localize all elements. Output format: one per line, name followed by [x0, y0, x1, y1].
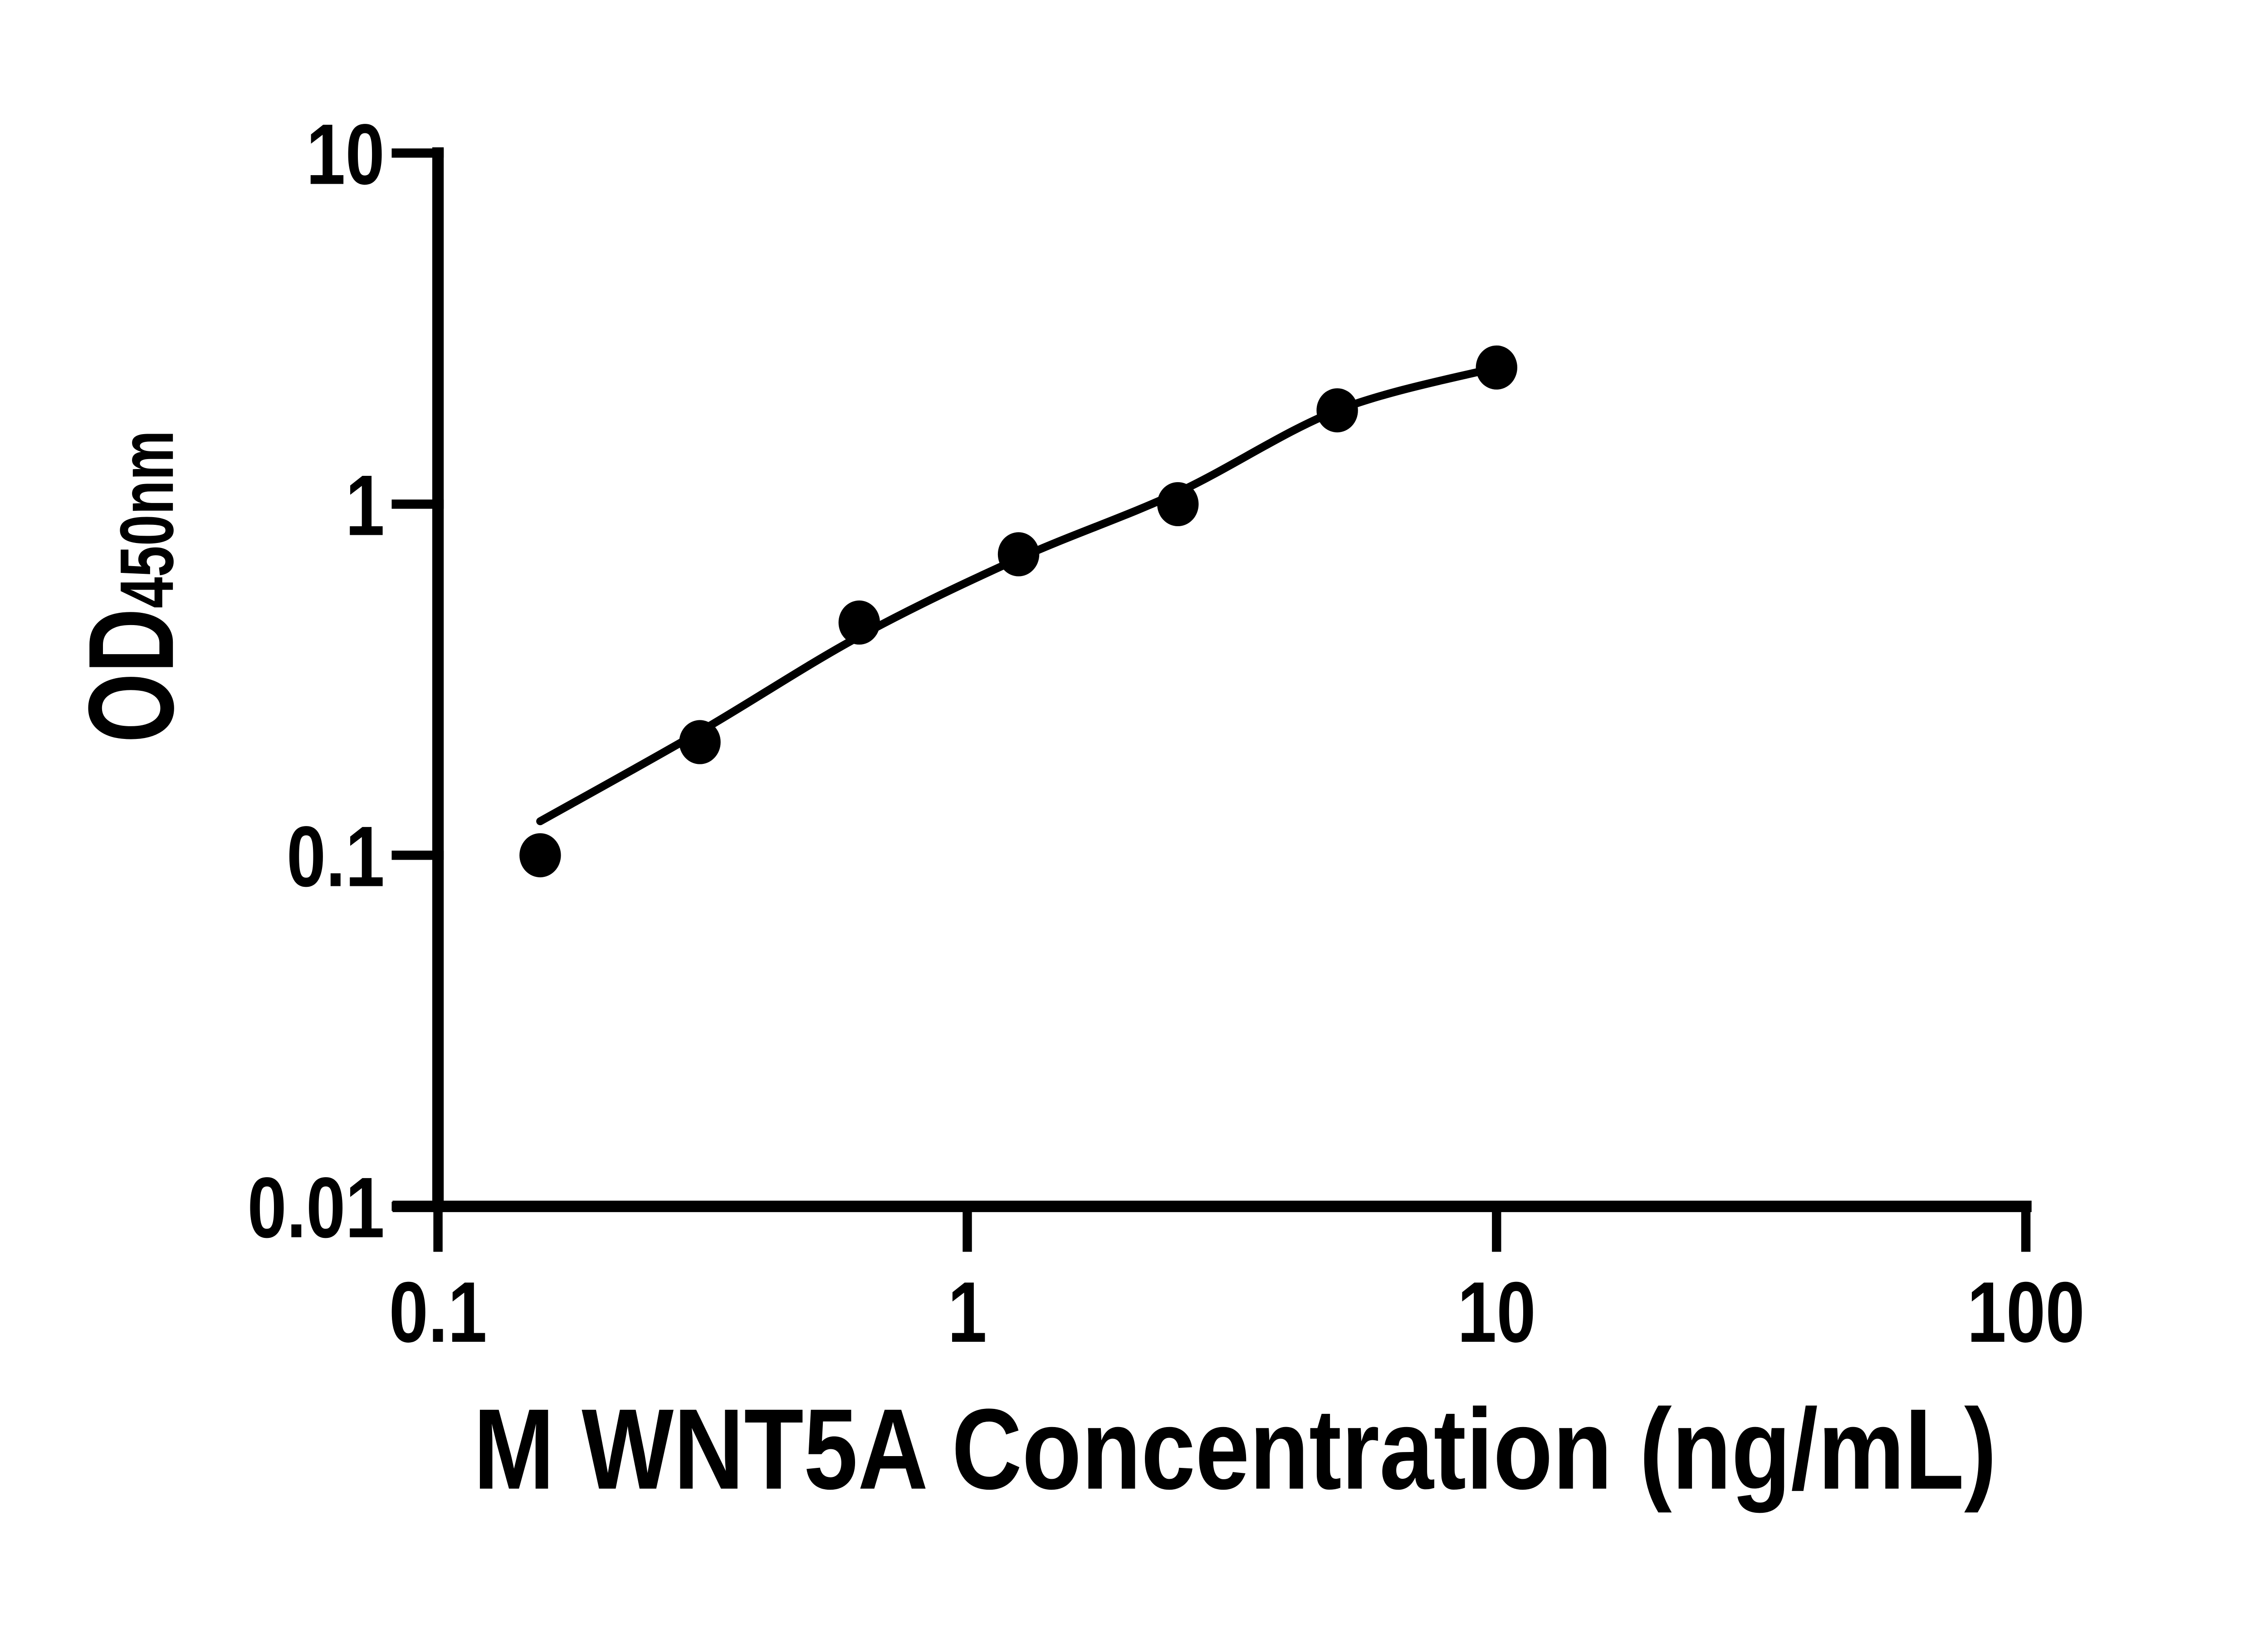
x-tick-label: 100: [1967, 1264, 2084, 1360]
y-tick-label: 0.01: [247, 1159, 385, 1256]
chart-background: [0, 0, 2268, 1588]
y-axis-title: OD450nm: [63, 430, 199, 743]
data-point: [1476, 345, 1518, 390]
data-point: [519, 833, 561, 878]
x-tick-label: 0.1: [389, 1264, 487, 1360]
y-tick-label: 10: [306, 106, 385, 202]
data-point: [838, 600, 880, 645]
y-tick-label: 1: [345, 457, 384, 553]
data-point: [1316, 388, 1358, 433]
x-tick-label: 10: [1457, 1264, 1536, 1360]
y-tick-label: 0.1: [287, 808, 385, 905]
elisa-standard-curve-figure: 10 1 0.1 0.01 0.1 1 10 100 M WNT5A Concentratio…: [0, 0, 2268, 1588]
data-point: [997, 532, 1040, 577]
x-tick-label: 1: [948, 1264, 987, 1360]
x-axis-title: M WNT5A Concentration (ng/mL): [474, 1385, 1997, 1513]
y-axis-title-sub: 450nm: [105, 430, 189, 608]
y-axis-title-main: OD: [63, 608, 199, 743]
data-point: [1157, 482, 1199, 527]
data-point: [679, 720, 721, 764]
